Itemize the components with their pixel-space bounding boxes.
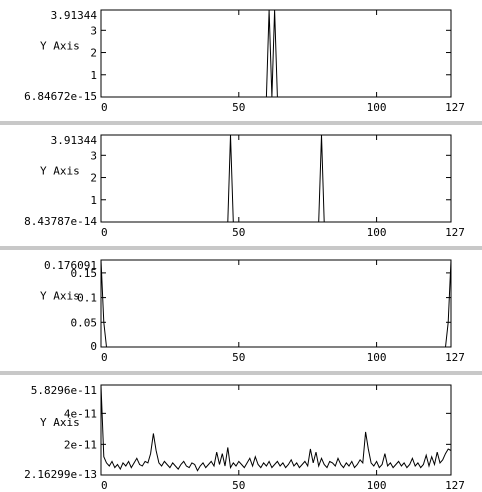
x-tick-label: 0 xyxy=(101,351,108,364)
x-tick-label: 100 xyxy=(367,351,387,364)
x-tick-label: 50 xyxy=(232,479,245,492)
y-max-label: 0.176091 xyxy=(44,259,97,272)
plot-frame xyxy=(100,134,452,223)
series-line xyxy=(100,259,452,348)
y-min-label: 0 xyxy=(90,340,97,353)
x-tick-label: 50 xyxy=(232,101,245,114)
series-line xyxy=(101,134,451,223)
y-max-label: 3.91344 xyxy=(51,9,98,22)
chart-panel-2: 1 2 3 3.91344 8.43787e-14 Y Axis 0 50 100 127 xyxy=(0,125,482,246)
panel-divider xyxy=(0,121,482,125)
chart-4-svg: 2e-11 4e-11 5.8296e-11 2.16299e-13 Y Axis 0 50… xyxy=(24,384,465,492)
y-tick-label: 0.05 xyxy=(71,316,98,329)
y-tick-label: 2 xyxy=(90,47,97,60)
plot-frame xyxy=(100,9,452,98)
plot-frame xyxy=(100,384,452,476)
y-tick-label: 1 xyxy=(90,69,97,82)
y-axis-label: Y Axis xyxy=(40,165,80,178)
y-axis-label: Y Axis xyxy=(40,416,80,429)
y-min-label: 2.16299e-13 xyxy=(24,468,97,481)
chart-1-svg: 1 2 3 3.91344 6.84672e-15 Y Axis 0 50 100 127 xyxy=(24,9,465,114)
y-min-label: 8.43787e-14 xyxy=(24,215,97,228)
y-max-label: 5.8296e-11 xyxy=(31,384,97,397)
y-axis-label: Y Axis xyxy=(40,40,80,53)
y-tick-label: 1 xyxy=(90,194,97,207)
y-tick-label: 0.1 xyxy=(77,292,97,305)
x-tick-label: 127 xyxy=(445,226,465,239)
x-tick-label: 50 xyxy=(232,351,245,364)
y-tick-label: 2 xyxy=(90,172,97,185)
x-tick-label: 50 xyxy=(232,226,245,239)
y-axis-label: Y Axis xyxy=(40,290,80,303)
y-min-label: 6.84672e-15 xyxy=(24,90,97,103)
x-tick-label: 0 xyxy=(101,226,108,239)
chart-panel-1: 1 2 3 3.91344 6.84672e-15 Y Axis 0 50 100 127 xyxy=(0,0,482,121)
y-tick-label: 3 xyxy=(90,24,97,37)
x-tick-label: 100 xyxy=(367,101,387,114)
x-tick-label: 100 xyxy=(367,479,387,492)
chart-panel-4: 2e-11 4e-11 5.8296e-11 2.16299e-13 Y Axis 0 50… xyxy=(0,375,482,492)
x-tick-label: 0 xyxy=(101,479,108,492)
y-tick-label: 2e-11 xyxy=(64,438,97,451)
chart-3-svg: 0.05 0.1 0.150.176091 0 Y Axis 0 50 100 127 xyxy=(40,259,465,364)
series-line xyxy=(100,385,452,472)
chart-panel-3: 0.05 0.1 0.15 0.176091 0 Y Axis 0 50 100 127 xyxy=(0,250,482,371)
panel-divider xyxy=(0,371,482,375)
x-tick-label: 0 xyxy=(101,101,108,114)
series-line xyxy=(101,9,451,98)
y-max-label: 3.91344 xyxy=(51,134,98,147)
panel-divider xyxy=(0,246,482,250)
y-tick-label: 4e-11 xyxy=(64,407,97,420)
y-tick-label: 3 xyxy=(90,149,97,162)
x-tick-label: 127 xyxy=(445,351,465,364)
x-tick-label: 127 xyxy=(445,101,465,114)
x-tick-label: 127 xyxy=(445,479,465,492)
chart-2-svg: 1 2 3 3.91344 8.43787e-14 Y Axis 0 50 100 127 xyxy=(24,134,465,239)
x-tick-label: 100 xyxy=(367,226,387,239)
plot-frame xyxy=(100,259,452,348)
y-tick-label: 0.15 xyxy=(71,267,98,280)
